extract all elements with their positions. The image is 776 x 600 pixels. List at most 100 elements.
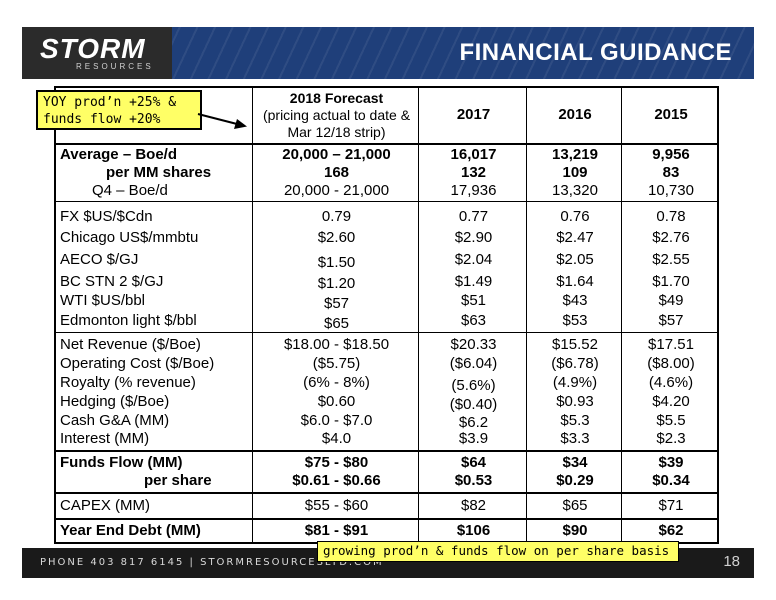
row-divider: [56, 518, 717, 520]
cell-value: $1.20: [317, 275, 356, 292]
column-header-2015: 2015: [654, 106, 688, 123]
cell-value: $0.53: [454, 472, 493, 489]
cell-value: $2.76: [652, 229, 690, 246]
footer-contact: PHONE 403 817 6145 | STORMRESOURCESLTD.C…: [40, 557, 384, 568]
cell-value: $2.04: [454, 251, 493, 268]
cell-value: $81 - $91: [304, 522, 369, 539]
row-label: per MM shares: [106, 164, 212, 181]
row-label: AECO $/GJ: [60, 251, 139, 268]
column-header-2016: 2016: [558, 106, 592, 123]
row-label: FX $US/$Cdn: [60, 208, 153, 225]
cell-value: $39: [658, 454, 684, 471]
cell-value: $0.93: [556, 393, 594, 410]
cell-value: $15.52: [552, 336, 598, 353]
cell-value: $1.64: [556, 273, 594, 290]
callout-line: YOY prod’n +25% &: [43, 95, 177, 110]
cell-value: $2.05: [556, 251, 594, 268]
cell-value: $2.3: [656, 430, 686, 447]
cell-value: $3.9: [458, 430, 489, 447]
cell-value: $57: [323, 295, 350, 312]
cell-value: $65: [323, 315, 350, 332]
cell-value: $6.2: [458, 414, 489, 431]
cell-value: ($5.75): [312, 355, 361, 372]
page-number: 18: [723, 553, 740, 570]
row-label: Operating Cost ($/Boe): [60, 355, 215, 372]
cell-value: 83: [662, 164, 680, 181]
cell-value: $1.50: [317, 254, 356, 271]
row-label: Q4 – Boe/d: [92, 182, 168, 199]
cell-value: ($8.00): [647, 355, 695, 372]
column-divider: [621, 88, 622, 542]
cell-value: $55 - $60: [304, 497, 369, 514]
row-divider: [56, 332, 717, 333]
cell-value: $17.51: [648, 336, 694, 353]
row-divider: [56, 143, 717, 145]
row-label: WTI $US/bbl: [60, 292, 146, 309]
cell-value: ($6.78): [551, 355, 599, 372]
row-label: per share: [144, 472, 212, 489]
cell-value: $4.0: [321, 430, 352, 447]
cell-value: $0.60: [317, 393, 356, 410]
cell-value: $51: [460, 292, 487, 309]
cell-value: $2.90: [454, 229, 493, 246]
cell-value: (4.6%): [648, 374, 694, 391]
logo-subtitle: RESOURCES: [76, 62, 154, 71]
cell-value: $62: [658, 522, 684, 539]
cell-value: $2.47: [556, 229, 594, 246]
row-label: CAPEX (MM): [60, 497, 150, 514]
cell-value: 16,017: [450, 146, 497, 163]
cell-value: ($0.40): [449, 396, 498, 413]
logo-text: STORM: [40, 33, 146, 64]
column-divider: [418, 88, 419, 542]
cell-value: $49: [658, 292, 684, 309]
row-divider: [56, 450, 717, 452]
cell-value: 0.79: [321, 208, 352, 225]
header-band: STORM RESOURCES FINANCIAL GUIDANCE: [22, 27, 754, 79]
cell-value: $2.55: [652, 251, 690, 268]
cell-value: $65: [562, 497, 588, 514]
cell-value: $0.29: [556, 472, 594, 489]
row-label: Hedging ($/Boe): [60, 393, 170, 410]
column-divider: [526, 88, 527, 542]
row-label: Chicago US$/mmbtu: [60, 229, 199, 246]
cell-value: 17,936: [450, 182, 497, 199]
row-label: Royalty (% revenue): [60, 374, 196, 391]
forecast-note-line2: Mar 12/18 strip): [287, 124, 386, 140]
cell-value: 13,320: [552, 182, 598, 199]
cell-value: 132: [460, 164, 487, 181]
cell-value: (5.6%): [451, 377, 496, 394]
cell-value: $6.0 - $7.0: [300, 412, 373, 429]
row-label: Funds Flow (MM): [60, 454, 183, 471]
cell-value: ($6.04): [449, 355, 498, 372]
cell-value: $18.00 - $18.50: [283, 336, 390, 353]
cell-value: 20,000 – 21,000: [282, 146, 391, 163]
cell-value: $43: [562, 292, 588, 309]
cell-value: 0.77: [458, 208, 489, 225]
column-divider: [252, 88, 253, 542]
row-label: Average – Boe/d: [60, 146, 177, 163]
cell-value: $57: [658, 312, 684, 329]
cell-value: 0.76: [560, 208, 590, 225]
cell-value: $75 - $80: [304, 454, 369, 471]
cell-value: $5.3: [560, 412, 590, 429]
cell-value: $5.5: [656, 412, 686, 429]
cell-value: $0.61 - $0.66: [292, 472, 381, 489]
cell-value: $53: [562, 312, 588, 329]
cell-value: (4.9%): [552, 374, 598, 391]
row-label: Year End Debt (MM): [60, 522, 201, 539]
cell-value: 13,219: [552, 146, 598, 163]
growth-callout: YOY prod’n +25% & funds flow +20%: [36, 90, 202, 130]
cell-value: $4.20: [652, 393, 690, 410]
row-label: Interest (MM): [60, 430, 150, 447]
cell-value: $1.49: [454, 273, 493, 290]
cell-value: $34: [562, 454, 588, 471]
financial-guidance-table: 2018 Forecast (pricing actual to date & …: [54, 86, 719, 544]
cell-value: $90: [562, 522, 588, 539]
cell-value: 0.78: [656, 208, 686, 225]
per-share-callout: growing prod’n & funds flow on per share…: [317, 541, 679, 562]
cell-value: 20,000 - 21,000: [283, 182, 390, 199]
cell-value: 168: [323, 164, 350, 181]
row-divider: [56, 201, 717, 202]
row-label: Net Revenue ($/Boe): [60, 336, 201, 353]
cell-value: $20.33: [450, 336, 497, 353]
